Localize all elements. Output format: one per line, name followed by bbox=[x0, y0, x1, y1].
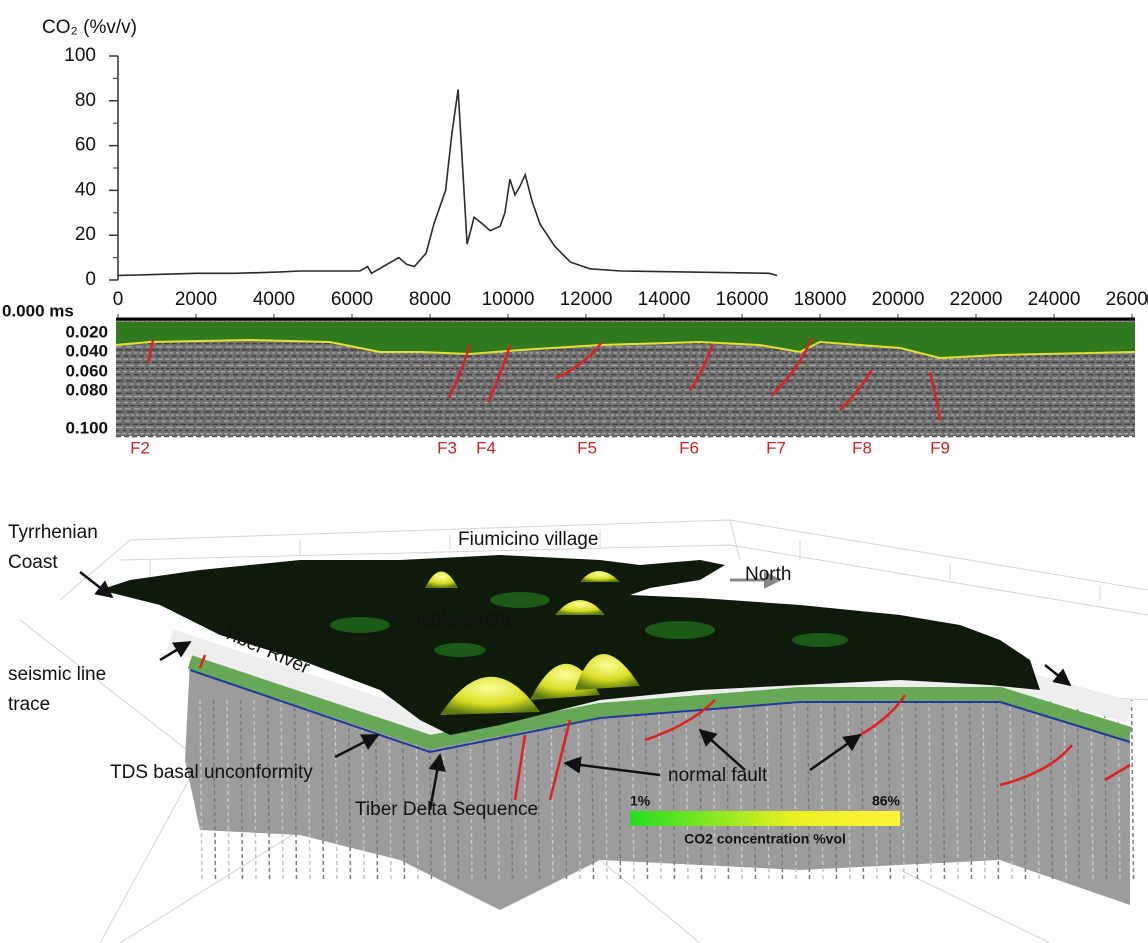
fault-label: F6 bbox=[679, 438, 699, 457]
depth-label: 0.060 bbox=[65, 361, 108, 380]
y-tick-label: 20 bbox=[75, 224, 96, 245]
x-tick-label: 24000 bbox=[1028, 289, 1081, 310]
y-tick-label: 80 bbox=[75, 90, 96, 111]
x-tick-label: 2000 bbox=[175, 289, 217, 310]
annotation: Isola Sacra bbox=[416, 609, 511, 630]
annotation: normal fault bbox=[668, 765, 768, 786]
y-tick-label: 40 bbox=[75, 179, 96, 200]
seismic-section bbox=[116, 318, 1135, 437]
depth-label: 0.020 bbox=[65, 322, 108, 341]
colorbar-title: CO2 concentration %vol bbox=[684, 831, 846, 847]
depth-label: 0.100 bbox=[65, 418, 108, 437]
annotation: Tyrrhenian bbox=[8, 522, 98, 543]
y-tick-label: 100 bbox=[64, 45, 96, 66]
fault-label: F5 bbox=[577, 438, 597, 457]
colorbar-max: 86% bbox=[872, 793, 901, 809]
fault-label: F8 bbox=[852, 438, 872, 457]
line bbox=[118, 90, 777, 276]
annotation: seismic line bbox=[8, 664, 106, 685]
y-axis-label: CO₂ (%v/v) bbox=[42, 17, 137, 38]
annotation: Fiumicino village bbox=[458, 529, 598, 550]
annotation: North bbox=[745, 564, 791, 585]
x-tick-label: 10000 bbox=[482, 289, 535, 310]
trace bbox=[1132, 700, 1134, 880]
x-tick-label: 4000 bbox=[253, 289, 295, 310]
x-tick-label: 26000 bbox=[1106, 289, 1148, 310]
x-tick-label: 22000 bbox=[950, 289, 1003, 310]
fault-label: F3 bbox=[437, 438, 457, 457]
block-diagram bbox=[20, 520, 1148, 943]
x-tick-label: 6000 bbox=[331, 289, 373, 310]
colorbar bbox=[630, 811, 900, 826]
x-tick-label: 12000 bbox=[560, 289, 613, 310]
x-tick-label: 0 bbox=[113, 289, 124, 310]
annotation: Tiber Delta Sequence bbox=[355, 799, 538, 820]
depth-label: 0.040 bbox=[65, 341, 108, 360]
figure: CO₂ (%v/v) bbox=[0, 0, 1148, 943]
x-tick-label: 8000 bbox=[409, 289, 451, 310]
annotation: Coast bbox=[8, 552, 58, 573]
depth-label: 0.000 ms bbox=[2, 301, 74, 320]
y-tick-label: 60 bbox=[75, 135, 96, 156]
x-tick-label: 18000 bbox=[794, 289, 847, 310]
x-tick-label: 14000 bbox=[638, 289, 691, 310]
x-tick-label: 16000 bbox=[716, 289, 769, 310]
y-tick-label: 0 bbox=[85, 269, 96, 290]
fault-label: F7 bbox=[766, 438, 786, 457]
fault-label: F9 bbox=[930, 438, 950, 457]
annotation: trace bbox=[8, 694, 50, 715]
depth-label: 0.080 bbox=[65, 380, 108, 399]
annotation: TDS basal unconformity bbox=[110, 762, 313, 783]
x-tick-label: 20000 bbox=[872, 289, 925, 310]
colorbar-min: 1% bbox=[630, 793, 651, 809]
fault-label: F4 bbox=[476, 438, 496, 457]
fault-label: F2 bbox=[130, 438, 150, 457]
